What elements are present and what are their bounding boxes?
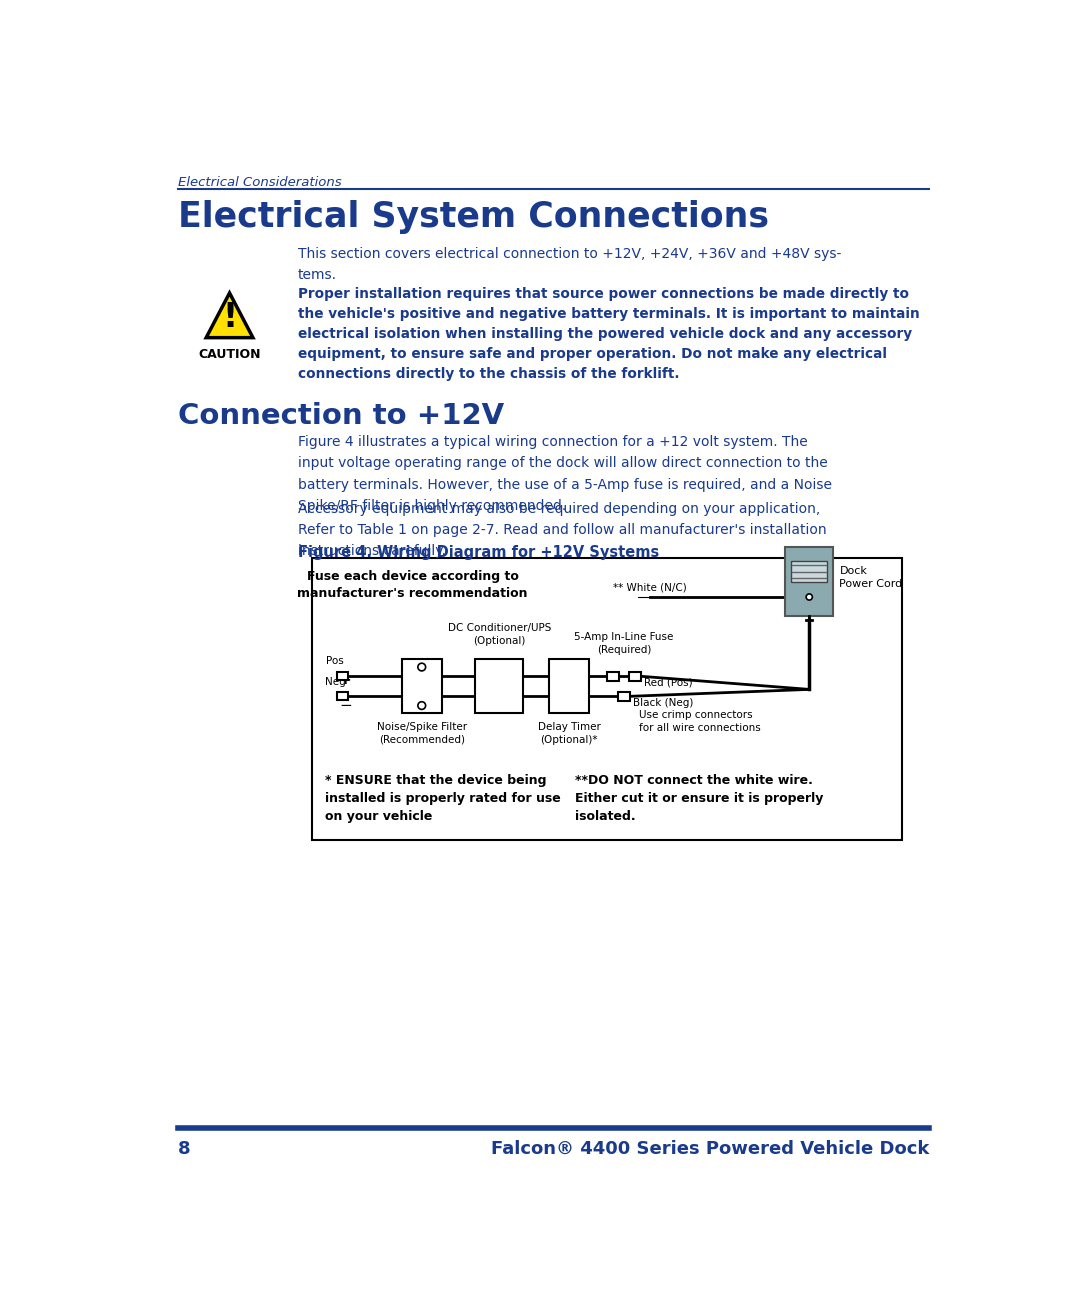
Text: Electrical Considerations: Electrical Considerations <box>177 176 341 189</box>
Text: Red (Pos): Red (Pos) <box>644 678 692 688</box>
Text: Accessory equipment may also be required depending on your application,
Refer to: Accessory equipment may also be required… <box>298 502 826 557</box>
Text: This section covers electrical connection to +12V, +24V, +36V and +48V sys-
tems: This section covers electrical connectio… <box>298 246 841 282</box>
Bar <box>402 659 442 713</box>
Text: Falcon® 4400 Series Powered Vehicle Dock: Falcon® 4400 Series Powered Vehicle Dock <box>491 1139 930 1158</box>
Circle shape <box>418 663 426 671</box>
Text: −: − <box>339 697 352 713</box>
Text: Figure 4 illustrates a typical wiring connection for a +12 volt system. The
inpu: Figure 4 illustrates a typical wiring co… <box>298 435 832 513</box>
Text: DC Conditioner/UPS
(Optional): DC Conditioner/UPS (Optional) <box>447 623 551 645</box>
Text: Neg: Neg <box>325 676 346 687</box>
Text: Fuse each device according to
manufacturer's recommendation: Fuse each device according to manufactur… <box>297 570 528 600</box>
Bar <box>337 673 348 680</box>
Text: !: ! <box>222 302 238 334</box>
Text: * ENSURE that the device being
installed is properly rated for use
on your vehic: * ENSURE that the device being installed… <box>325 773 561 823</box>
Text: Delay Timer
(Optional)*: Delay Timer (Optional)* <box>538 722 600 745</box>
Text: Figure 4. Wiring Diagram for +12V Systems: Figure 4. Wiring Diagram for +12V System… <box>298 545 659 560</box>
Text: Electrical System Connections: Electrical System Connections <box>177 201 769 235</box>
Polygon shape <box>206 292 253 338</box>
Bar <box>785 547 834 616</box>
Text: Noise/Spike Filter
(Recommended): Noise/Spike Filter (Recommended) <box>377 722 467 745</box>
Text: Connection to +12V: Connection to +12V <box>177 402 503 430</box>
Text: Pos: Pos <box>326 656 343 666</box>
Text: +: + <box>339 674 351 687</box>
Text: 8: 8 <box>177 1139 190 1158</box>
Text: Dock
Power Cord: Dock Power Cord <box>839 566 903 590</box>
Text: Black (Neg): Black (Neg) <box>633 697 693 708</box>
Bar <box>312 558 902 839</box>
Bar <box>549 659 590 713</box>
Circle shape <box>418 701 426 709</box>
Text: 5-Amp In-Line Fuse
(Required): 5-Amp In-Line Fuse (Required) <box>575 632 674 654</box>
Bar <box>607 671 619 680</box>
Bar <box>337 692 348 700</box>
Circle shape <box>806 594 812 600</box>
Text: **DO NOT connect the white wire.
Either cut it or ensure it is properly
isolated: **DO NOT connect the white wire. Either … <box>576 773 824 823</box>
Text: ** White (N/C): ** White (N/C) <box>613 582 687 593</box>
Text: CAUTION: CAUTION <box>199 349 260 362</box>
Text: Proper installation requires that source power connections be made directly to
t: Proper installation requires that source… <box>298 287 919 382</box>
Bar <box>792 561 827 582</box>
Bar <box>618 692 631 701</box>
Bar <box>475 659 524 713</box>
Text: Use crimp connectors
for all wire connections: Use crimp connectors for all wire connec… <box>638 711 760 733</box>
Bar <box>629 671 642 680</box>
